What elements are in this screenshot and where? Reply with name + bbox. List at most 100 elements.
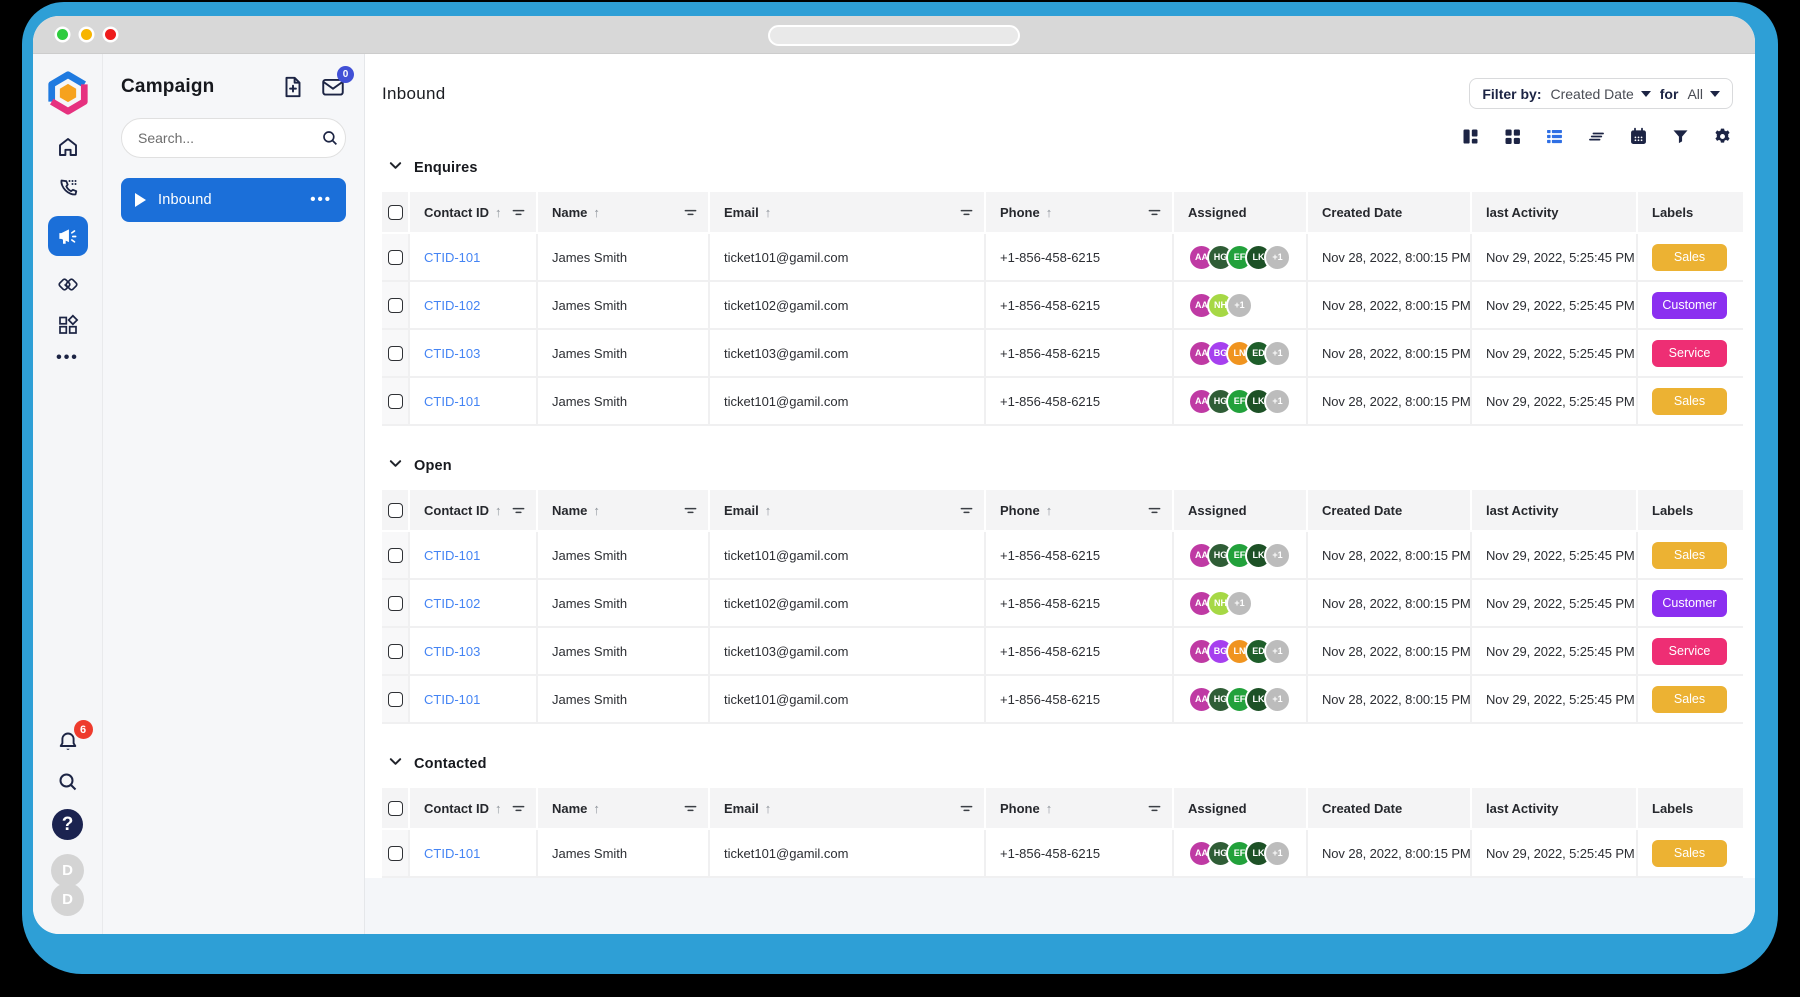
column-header[interactable]: Name ↑ [538, 788, 708, 828]
row-checkbox[interactable] [387, 643, 403, 659]
column-header: last Activity [1472, 788, 1636, 828]
window-close-button[interactable] [105, 29, 116, 40]
item-menu-icon[interactable]: ••• [310, 191, 332, 208]
column-filter-icon[interactable] [683, 205, 698, 220]
row-checkbox[interactable] [387, 691, 403, 707]
sort-arrow-icon[interactable]: ↑ [1045, 204, 1053, 220]
sort-arrow-icon[interactable]: ↑ [593, 800, 600, 816]
chevron-down-icon[interactable] [388, 754, 403, 774]
column-filter-icon[interactable] [683, 801, 698, 816]
contact-id-link[interactable]: CTID-101 [424, 845, 481, 861]
titlebar [33, 16, 1755, 54]
column-header[interactable]: Email ↑ [710, 490, 984, 530]
calls-icon[interactable] [55, 175, 81, 201]
contact-id-link[interactable]: CTID-102 [424, 297, 481, 313]
sort-arrow-icon[interactable]: ↑ [1045, 800, 1053, 816]
row-checkbox[interactable] [387, 845, 403, 861]
column-header[interactable]: Contact ID ↑ [410, 490, 536, 530]
contact-id-link[interactable]: CTID-102 [424, 595, 481, 611]
section-header[interactable]: Enquires [388, 158, 1743, 178]
column-filter-icon[interactable] [511, 801, 526, 816]
column-filter-icon[interactable] [511, 205, 526, 220]
column-filter-icon[interactable] [511, 503, 526, 518]
sort-arrow-icon[interactable]: ↑ [495, 502, 502, 518]
row-checkbox[interactable] [387, 345, 403, 361]
row-checkbox[interactable] [387, 393, 403, 409]
contact-id-link[interactable]: CTID-103 [424, 345, 481, 361]
column-filter-icon[interactable] [1147, 801, 1162, 816]
section-header[interactable]: Open [388, 456, 1743, 476]
rows-view-icon[interactable] [1586, 126, 1607, 147]
more-icon[interactable]: ••• [56, 349, 79, 366]
column-header[interactable]: Contact ID ↑ [410, 192, 536, 232]
chevron-down-icon[interactable] [388, 456, 403, 476]
column-filter-icon[interactable] [1147, 503, 1162, 518]
sort-arrow-icon[interactable]: ↑ [593, 502, 600, 518]
contact-id-link[interactable]: CTID-103 [424, 643, 481, 659]
user-avatar[interactable]: D [51, 854, 84, 887]
select-all-checkbox[interactable] [387, 800, 403, 816]
contact-id-link[interactable]: CTID-101 [424, 393, 481, 409]
column-header[interactable]: Contact ID ↑ [410, 788, 536, 828]
sidebar-item-inbound[interactable]: Inbound ••• [121, 178, 346, 222]
app-logo[interactable] [45, 70, 91, 116]
column-filter-icon[interactable] [1147, 205, 1162, 220]
last-activity-cell: Nov 29, 2022, 5:25:45 PM [1472, 282, 1636, 328]
new-campaign-icon[interactable] [280, 74, 306, 100]
row-checkbox-cell [382, 378, 408, 424]
home-icon[interactable] [55, 134, 81, 160]
contact-id-link[interactable]: CTID-101 [424, 249, 481, 265]
settings-gear-icon[interactable] [1712, 126, 1733, 147]
grid-view-icon[interactable] [1502, 126, 1523, 147]
filter-funnel-icon[interactable] [1670, 126, 1691, 147]
chevron-down-icon[interactable] [388, 158, 403, 178]
titlebar-pill[interactable] [768, 25, 1020, 46]
column-header[interactable]: Name ↑ [538, 192, 708, 232]
mail-icon[interactable]: 0 [320, 66, 354, 100]
column-filter-icon[interactable] [959, 801, 974, 816]
list-view-icon[interactable] [1544, 126, 1565, 147]
global-search-icon[interactable] [55, 769, 81, 795]
window-restore-button[interactable] [81, 29, 92, 40]
filter-field-dropdown[interactable]: Created Date [1550, 86, 1651, 102]
sort-arrow-icon[interactable]: ↑ [764, 800, 772, 816]
contact-id-link[interactable]: CTID-101 [424, 547, 481, 563]
sort-arrow-icon[interactable]: ↑ [495, 204, 502, 220]
search-icon[interactable] [321, 129, 339, 147]
select-all-checkbox[interactable] [387, 204, 403, 220]
sort-arrow-icon[interactable]: ↑ [764, 204, 772, 220]
phone-cell: +1-856-458-6215 [986, 830, 1172, 876]
window-minimize-button[interactable] [57, 29, 68, 40]
column-header[interactable]: Phone ↑ [986, 192, 1172, 232]
sort-arrow-icon[interactable]: ↑ [1045, 502, 1053, 518]
calendar-icon[interactable] [1628, 126, 1649, 147]
section-header[interactable]: Contacted [388, 754, 1743, 774]
phone-cell: +1-856-458-6215 [986, 628, 1172, 674]
select-all-checkbox[interactable] [387, 502, 403, 518]
sort-arrow-icon[interactable]: ↑ [593, 204, 600, 220]
deals-handshake-icon[interactable] [55, 271, 81, 297]
campaigns-icon[interactable] [47, 216, 88, 256]
column-header[interactable]: Email ↑ [710, 192, 984, 232]
column-header[interactable]: Email ↑ [710, 788, 984, 828]
row-checkbox[interactable] [387, 249, 403, 265]
apps-icon[interactable] [55, 312, 81, 338]
sort-arrow-icon[interactable]: ↑ [495, 800, 502, 816]
column-filter-icon[interactable] [959, 503, 974, 518]
help-icon[interactable]: ? [52, 809, 83, 840]
column-header[interactable]: Name ↑ [538, 490, 708, 530]
notifications-bell-icon[interactable]: 6 [55, 720, 93, 755]
row-checkbox[interactable] [387, 595, 403, 611]
column-header[interactable]: Phone ↑ [986, 788, 1172, 828]
filter-range-dropdown[interactable]: All [1687, 86, 1720, 102]
board-view-icon[interactable] [1460, 126, 1481, 147]
column-filter-icon[interactable] [683, 503, 698, 518]
sort-arrow-icon[interactable]: ↑ [764, 502, 772, 518]
column-filter-icon[interactable] [959, 205, 974, 220]
search-input[interactable] [136, 129, 321, 147]
row-checkbox[interactable] [387, 297, 403, 313]
row-checkbox[interactable] [387, 547, 403, 563]
user-avatar[interactable]: D [51, 883, 84, 916]
contact-id-link[interactable]: CTID-101 [424, 691, 481, 707]
column-header[interactable]: Phone ↑ [986, 490, 1172, 530]
